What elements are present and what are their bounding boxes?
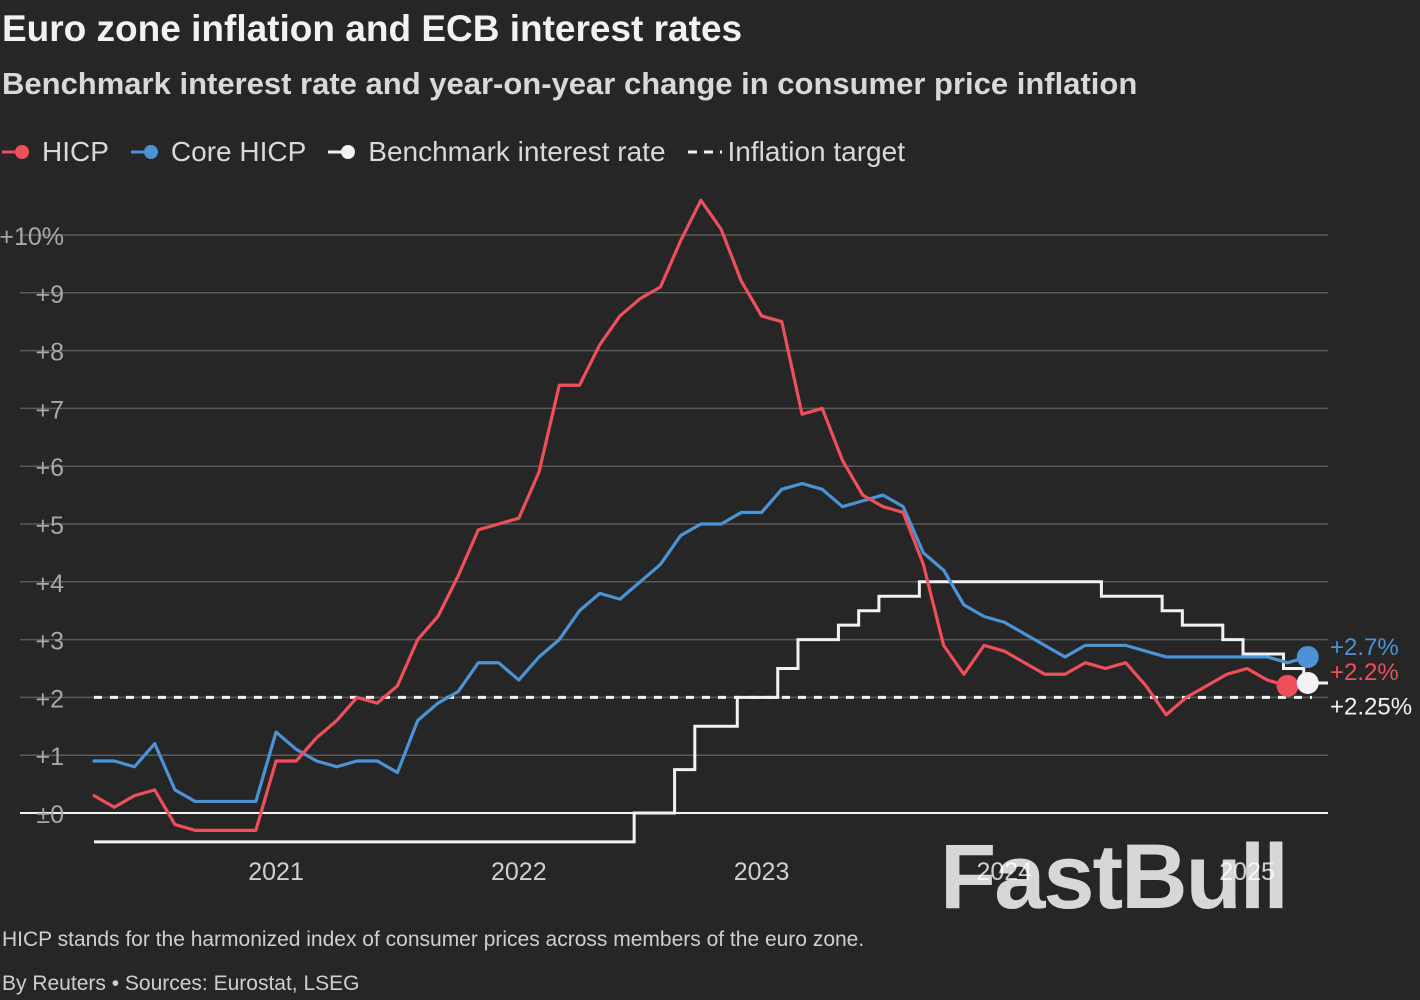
- legend-swatch-inflation-target: [687, 150, 722, 154]
- watermark-logo: FastBull: [940, 826, 1289, 928]
- x-tick-label-3: 2024: [977, 858, 1033, 886]
- x-tick-label-0: 2021: [248, 858, 304, 886]
- series-line-core-hicp: [92, 481, 1310, 804]
- legend-item-hicp: HICP: [2, 136, 109, 168]
- end-label-layer: +2.7%+2.2% +2.25%: [1330, 634, 1412, 720]
- legend-item-benchmark-rate: Benchmark interest rate: [328, 136, 666, 168]
- legend-swatch-hicp: [2, 145, 29, 159]
- legend-swatch-benchmark-rate: [328, 145, 356, 159]
- source-byline: By Reuters • Sources: Eurostat, LSEG: [2, 972, 360, 995]
- legend-item-core-hicp: Core HICP: [130, 136, 307, 168]
- series-layer: [92, 198, 1328, 844]
- grid-layer: [20, 234, 1328, 814]
- y-tick-label-2: +2: [35, 685, 64, 713]
- legend-item-inflation-target: Inflation target: [687, 136, 905, 168]
- end-marker-benchmark-rate: [1296, 671, 1319, 694]
- series-line-benchmark-rate: [94, 580, 1328, 844]
- y-tick-label-4: +4: [35, 570, 64, 598]
- line-chart: ±0+1+2+3+4+5+6+7+8+9+10% 2021 2022 2023 202…: [0, 198, 1412, 886]
- y-tick-label-10: +10%: [0, 223, 64, 251]
- legend-label-hicp: HICP: [42, 136, 109, 167]
- footnote: HICP stands for the harmonized index of …: [2, 928, 865, 951]
- chart-legend: HICP Core HICP Benchmark interest rate I…: [2, 136, 927, 168]
- x-tick-label-1: 2022: [491, 858, 547, 886]
- end-marker-core-hicp: [1296, 645, 1319, 668]
- x-tick-label-2: 2023: [734, 858, 790, 886]
- y-tick-label-8: +8: [35, 339, 64, 367]
- series-line-hicp: [92, 198, 1290, 832]
- y-tick-label-1: +1: [35, 743, 64, 771]
- end-label-benchmark-rate: +2.25%: [1330, 693, 1412, 720]
- x-tick-label-4: 2025: [1219, 858, 1275, 886]
- chart-title: Euro zone inflation and ECB interest rat…: [2, 8, 743, 49]
- legend-swatch-core-hicp: [130, 145, 158, 159]
- chart-subtitle: Benchmark interest rate and year-on-year…: [2, 66, 1138, 101]
- end-label-core-hicp: +2.7%: [1330, 634, 1399, 661]
- end-label-hicp: +2.2%: [1330, 659, 1399, 686]
- y-tick-label-5: +5: [35, 512, 64, 540]
- y-tick-label-0: ±0: [36, 801, 64, 829]
- legend-label-benchmark-rate: Benchmark interest rate: [368, 136, 666, 167]
- end-marker-hicp: [1276, 674, 1299, 697]
- y-tick-label-3: +3: [35, 628, 64, 656]
- legend-label-core-hicp: Core HICP: [170, 136, 307, 167]
- y-tick-label-7: +7: [35, 396, 64, 424]
- legend-label-inflation-target: Inflation target: [727, 136, 905, 167]
- y-tick-label-6: +6: [35, 454, 64, 482]
- y-tick-label-9: +9: [35, 281, 64, 309]
- y-axis-ticks: ±0 +1 +2 +3 +4 +5 +6 +7 +8 +9 +10%: [0, 223, 64, 829]
- x-axis-ticks: 2021 2022 2023 2024 2025: [248, 858, 1275, 886]
